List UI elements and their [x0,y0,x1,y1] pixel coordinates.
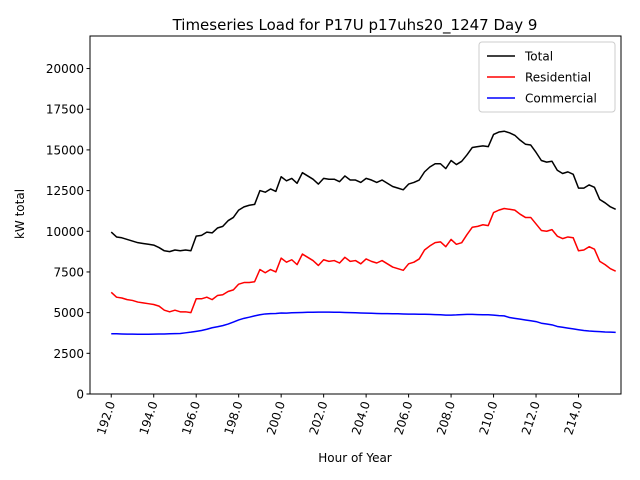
y-tick-label: 2500 [53,347,84,361]
x-tick-label: 192.0 [94,400,118,437]
x-tick-label: 214.0 [561,400,585,437]
x-tick-label: 202.0 [307,400,331,437]
y-tick-label: 7500 [53,265,84,279]
x-tick-label: 194.0 [137,400,161,437]
legend-box [478,41,616,113]
x-tick-label: 204.0 [349,400,373,437]
y-axis-label: kW total [13,189,27,239]
y-tick-label: 15000 [46,143,84,157]
x-tick-label: 206.0 [392,400,416,437]
x-tick-label: 210.0 [476,400,500,437]
y-tick-label: 5000 [53,306,84,320]
legend: Total Residential Commercial [478,41,616,113]
x-tick-label: 208.0 [434,400,458,437]
x-tick-label: 198.0 [222,400,246,437]
x-tick-label: 200.0 [264,400,288,437]
y-tick-label: 17500 [46,103,84,117]
y-tick-label: 0 [76,388,84,402]
y-tick-label: 12500 [46,184,84,198]
series-line-commercial [111,311,616,336]
legend-label-residential: Residential [525,71,591,85]
legend-label-total: Total [524,50,553,64]
y-tick-label: 10000 [46,225,84,239]
series-line-residential [110,207,617,314]
x-axis-label: Hour of Year [318,451,392,465]
legend-label-commercial: Commercial [525,92,597,106]
chart-title: Timeseries Load for P17U p17uhs20_1247 D… [172,16,538,35]
series-line-total [110,130,617,253]
x-tick-label: 196.0 [179,400,203,437]
x-tick-label: 212.0 [519,400,543,437]
y-tick-label: 20000 [46,62,84,76]
